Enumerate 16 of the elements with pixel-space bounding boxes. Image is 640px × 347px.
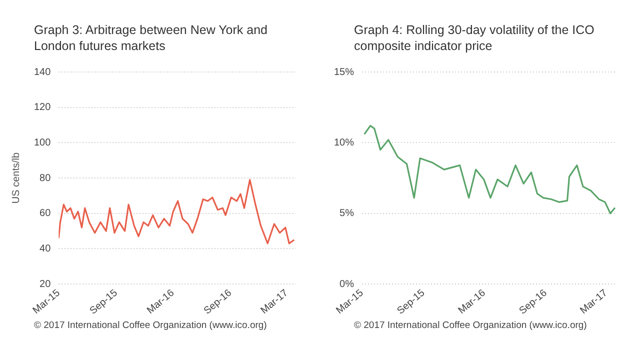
- y-tick-label: 120: [34, 102, 52, 114]
- text: © 2017 International Coffee Organization (www.ico.org): [34, 320, 267, 331]
- y-tick-label: 10%: [334, 137, 354, 148]
- chart-title: Graph 4: Rolling 30-day volatility of the ICO composite indicator price: [354, 22, 596, 54]
- y-tick-label: 20: [40, 278, 52, 290]
- y-tick-label: 0%: [340, 278, 354, 290]
- y-tick-label: 40: [40, 243, 52, 254]
- y-tick-label: 100: [34, 137, 52, 148]
- text: © 2017 International Coffee Organization (www.ico.org): [354, 320, 587, 331]
- chart-title: Graph 3: Arbitrage between New York and London futures markets: [34, 22, 268, 54]
- y-axis-title: US cents/lb: [10, 152, 22, 204]
- y-tick-label: 80: [40, 172, 52, 184]
- y-tick-label: 140: [34, 66, 52, 78]
- y-tick-label: 15%: [334, 66, 354, 78]
- y-tick-label: 60: [40, 208, 52, 220]
- y-tick-label: 5%: [340, 208, 354, 220]
